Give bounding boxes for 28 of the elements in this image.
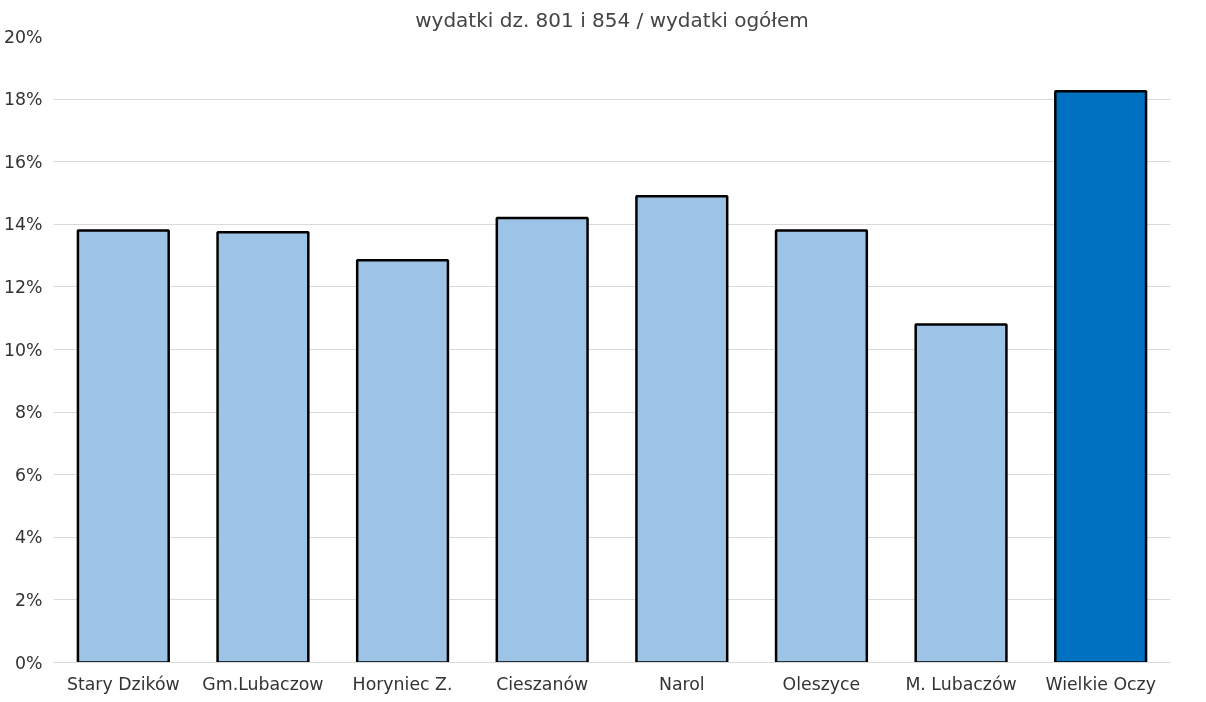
x-tick-label: M. Lubaczów — [905, 673, 1017, 694]
y-tick-label: 16% — [3, 151, 43, 172]
x-tick-label: Gm.Lubaczow — [202, 673, 324, 694]
bar — [495, 216, 589, 663]
y-tick-label: 14% — [3, 214, 43, 235]
x-tick-label: Cieszanów — [496, 673, 589, 694]
y-tick-label: 6% — [15, 464, 43, 485]
bar — [1054, 90, 1148, 663]
chart-title: wydatki dz. 801 i 854 / wydatki ogółem — [415, 7, 809, 32]
y-tick-label: 12% — [3, 276, 43, 297]
x-tick-label: Wielkie Oczy — [1045, 673, 1156, 694]
y-tick-label: 8% — [15, 402, 43, 423]
x-tick-label: Horyniec Z. — [352, 673, 453, 694]
bar — [635, 194, 729, 663]
x-tick-label: Narol — [658, 673, 705, 694]
bar — [216, 230, 310, 663]
x-tick-label: Oleszyce — [782, 673, 861, 694]
bar — [355, 259, 450, 663]
y-tick-label: 2% — [15, 589, 43, 610]
y-tick-label: 0% — [15, 652, 43, 673]
bar — [76, 229, 170, 663]
y-tick-label: 4% — [15, 527, 43, 548]
x-tick-label: Stary Dzików — [66, 673, 180, 694]
y-tick-label: 10% — [3, 339, 43, 360]
y-tick-label: 20% — [3, 26, 43, 47]
bar — [914, 323, 1008, 663]
bar — [774, 229, 869, 663]
y-tick-label: 18% — [3, 89, 43, 110]
